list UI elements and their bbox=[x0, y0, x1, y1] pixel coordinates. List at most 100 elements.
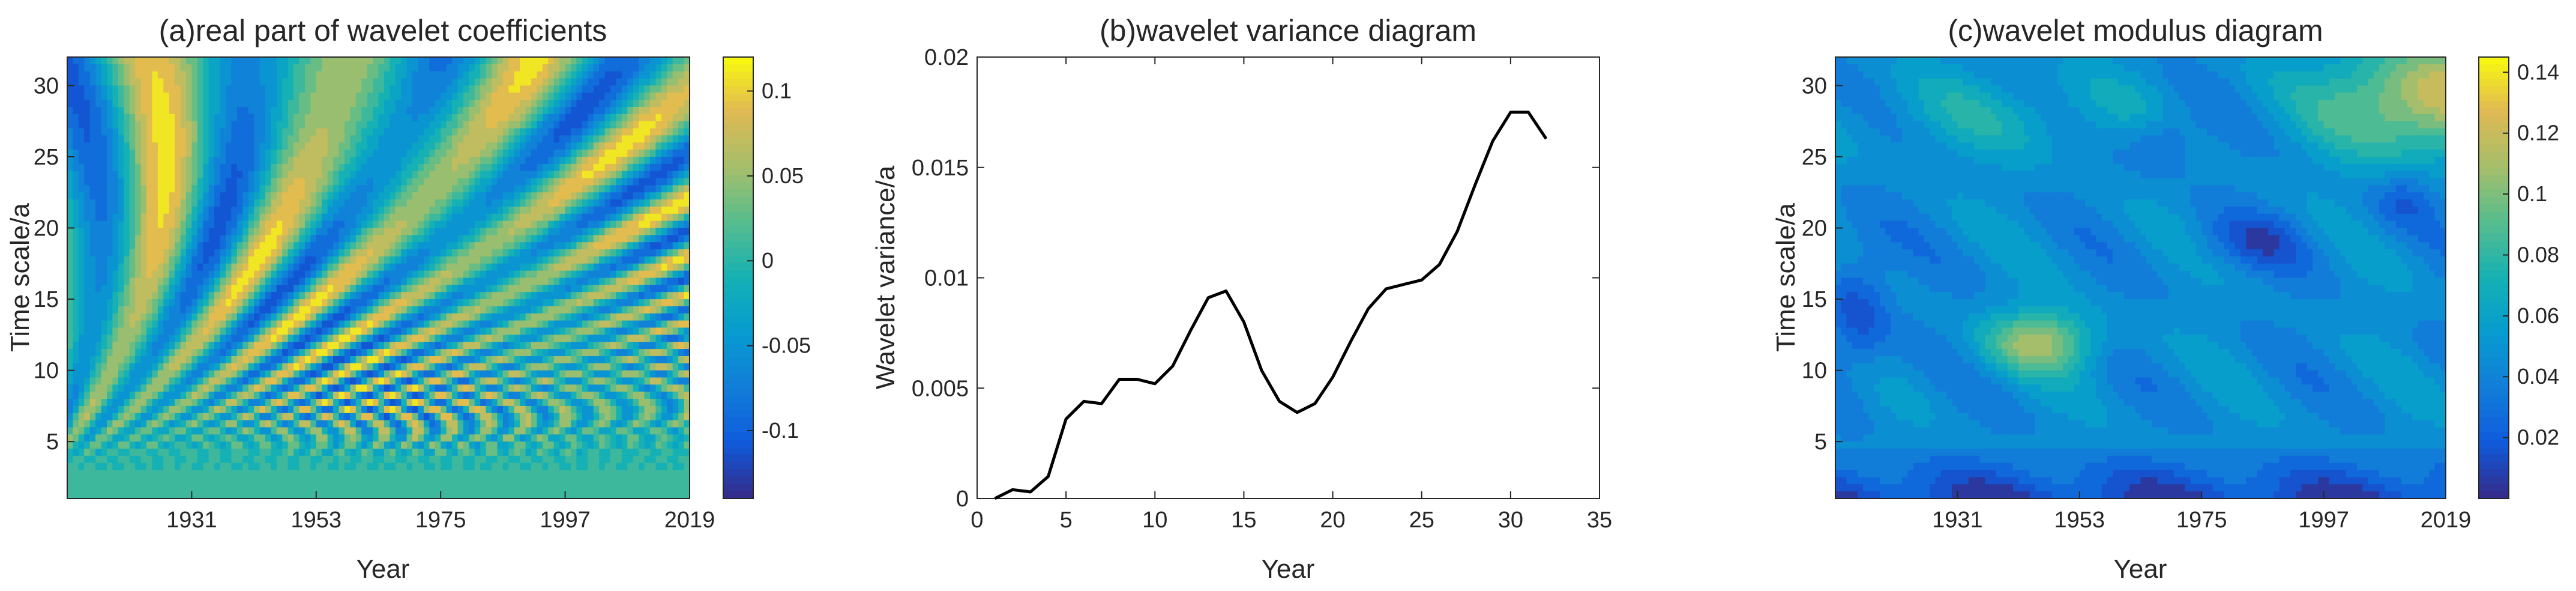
panel-a-heatmap-cell bbox=[78, 292, 85, 300]
panel-a-heatmap-cell bbox=[469, 455, 475, 464]
panel-a-heatmap-cell bbox=[469, 462, 475, 471]
panel-a-heatmap-cell bbox=[152, 491, 158, 499]
panel-a-heatmap-cell bbox=[84, 462, 91, 471]
panel-a-heatmap-cell bbox=[293, 327, 300, 335]
panel-a-heatmap-cell bbox=[322, 313, 328, 321]
panel-a-heatmap-cell bbox=[508, 71, 515, 79]
panel-a-heatmap-cell bbox=[390, 441, 396, 449]
panel-a-heatmap-cell bbox=[463, 235, 469, 243]
panel-a-heatmap-cell bbox=[474, 57, 481, 65]
panel-a-heatmap-cell bbox=[395, 106, 402, 115]
panel-a-heatmap-cell bbox=[129, 100, 136, 108]
panel-a-heatmap-cell bbox=[157, 384, 164, 392]
panel-a-heatmap-cell bbox=[441, 306, 447, 314]
panel-a-heatmap-cell bbox=[293, 114, 300, 122]
panel-a-heatmap-cell bbox=[480, 135, 487, 143]
panel-a-heatmap-cell bbox=[327, 206, 334, 214]
panel-a-heatmap-cell bbox=[474, 220, 481, 229]
panel-a-heatmap-cell bbox=[395, 299, 402, 307]
panel-a-heatmap-cell bbox=[67, 100, 74, 108]
panel-a-heatmap-cell bbox=[112, 285, 119, 292]
panel-a-heatmap-cell bbox=[327, 363, 334, 371]
panel-a-heatmap-cell bbox=[429, 320, 436, 329]
panel-a-heatmap-cell bbox=[406, 405, 413, 414]
panel-a-heatmap-cell bbox=[191, 242, 198, 250]
panel-a-heatmap-cell bbox=[231, 64, 238, 72]
panel-a-heatmap-cell bbox=[350, 121, 357, 129]
panel-a-heatmap-cell bbox=[390, 470, 396, 478]
panel-a-heatmap-cell bbox=[265, 142, 271, 150]
panel-a-heatmap-cell bbox=[429, 484, 436, 492]
panel-a-heatmap-cell bbox=[84, 192, 91, 200]
panel-a-heatmap-cell bbox=[310, 71, 317, 79]
panel-a-heatmap-cell bbox=[316, 64, 322, 72]
panel-a-heatmap-cell bbox=[135, 178, 142, 186]
panel-a-heatmap-cell bbox=[242, 178, 249, 186]
panel-a-heatmap-cell bbox=[242, 142, 249, 150]
panel-a-heatmap-cell bbox=[435, 455, 441, 464]
panel-a-heatmap-cell bbox=[242, 349, 249, 357]
panel-a-heatmap-cell bbox=[333, 213, 340, 222]
panel-a-heatmap-cell bbox=[497, 292, 504, 300]
panel-a-heatmap-cell bbox=[480, 228, 487, 235]
panel-a-heatmap-cell bbox=[180, 242, 187, 250]
panel-a-heatmap-cell bbox=[191, 356, 198, 364]
panel-a-heatmap-cell bbox=[101, 349, 107, 357]
panel-a-heatmap-cell bbox=[175, 64, 181, 72]
panel-a-heatmap-cell bbox=[457, 427, 464, 435]
panel-a-heatmap-cell bbox=[231, 477, 238, 485]
panel-a-heatmap-cell bbox=[197, 156, 203, 165]
panel-a-heatmap-cell bbox=[418, 277, 424, 285]
panel-a-heatmap-cell bbox=[441, 199, 447, 207]
panel-a-heatmap-cell bbox=[157, 363, 164, 371]
panel-a-heatmap-cell bbox=[339, 220, 345, 229]
panel-a-heatmap-cell bbox=[378, 213, 385, 222]
panel-a-heatmap-cell bbox=[514, 150, 520, 157]
panel-a-heatmap-cell bbox=[435, 185, 441, 193]
panel-a-heatmap-cell bbox=[373, 206, 379, 214]
panel-a-heatmap-cell bbox=[118, 277, 124, 285]
panel-a-heatmap-cell bbox=[157, 449, 164, 456]
panel-a-heatmap-cell bbox=[112, 299, 119, 307]
panel-a-heatmap-cell bbox=[327, 57, 334, 65]
panel-a-heatmap-cell bbox=[502, 64, 509, 72]
panel-a-heatmap-cell bbox=[248, 477, 254, 485]
panel-a-heatmap-cell bbox=[163, 434, 170, 442]
panel-a-heatmap-cell bbox=[355, 256, 362, 264]
panel-a-heatmap-cell bbox=[185, 292, 192, 300]
panel-a-heatmap-cell bbox=[276, 178, 283, 186]
panel-a-heatmap-cell bbox=[140, 57, 147, 65]
panel-a-heatmap-cell bbox=[101, 270, 107, 279]
panel-a-heatmap-cell bbox=[304, 121, 311, 129]
panel-a-heatmap-cell bbox=[373, 256, 379, 264]
panel-a-heatmap-cell bbox=[242, 292, 249, 300]
panel-a-heatmap-cell bbox=[304, 57, 311, 65]
panel-a-heatmap-cell bbox=[469, 242, 475, 250]
panel-a-heatmap-cell bbox=[78, 363, 85, 371]
panel-a-heatmap-cell bbox=[248, 150, 254, 157]
panel-a-heatmap-cell bbox=[492, 413, 498, 421]
panel-a-heatmap-cell bbox=[497, 462, 504, 471]
panel-a-heatmap-cell bbox=[480, 363, 487, 371]
panel-a-heatmap-cell bbox=[514, 178, 520, 186]
panel-a-heatmap-cell bbox=[84, 142, 91, 150]
panel-a-heatmap-cell bbox=[180, 327, 187, 335]
panel-a-heatmap-cell bbox=[480, 100, 487, 108]
panel-a-heatmap-cell bbox=[339, 462, 345, 471]
panel-a-heatmap-cell bbox=[322, 206, 328, 214]
panel-a-heatmap-cell bbox=[157, 85, 164, 93]
panel-a-heatmap-cell bbox=[457, 135, 464, 143]
panel-a-heatmap-cell bbox=[418, 356, 424, 364]
panel-a-heatmap-cell bbox=[384, 313, 390, 321]
panel-a-heatmap-cell bbox=[208, 470, 215, 478]
panel-a-heatmap-cell bbox=[367, 71, 373, 79]
panel-a-heatmap-cell bbox=[418, 349, 424, 357]
panel-a-heatmap-cell bbox=[486, 342, 492, 350]
panel-a-heatmap-cell bbox=[231, 292, 238, 300]
panel-a-heatmap-cell bbox=[124, 335, 130, 342]
panel-a-heatmap-cell bbox=[118, 327, 124, 335]
panel-a-heatmap-cell bbox=[350, 171, 357, 179]
panel-a-heatmap-cell bbox=[276, 213, 283, 222]
panel-a-heatmap-cell bbox=[412, 477, 419, 485]
panel-a-heatmap-cell bbox=[429, 392, 436, 399]
